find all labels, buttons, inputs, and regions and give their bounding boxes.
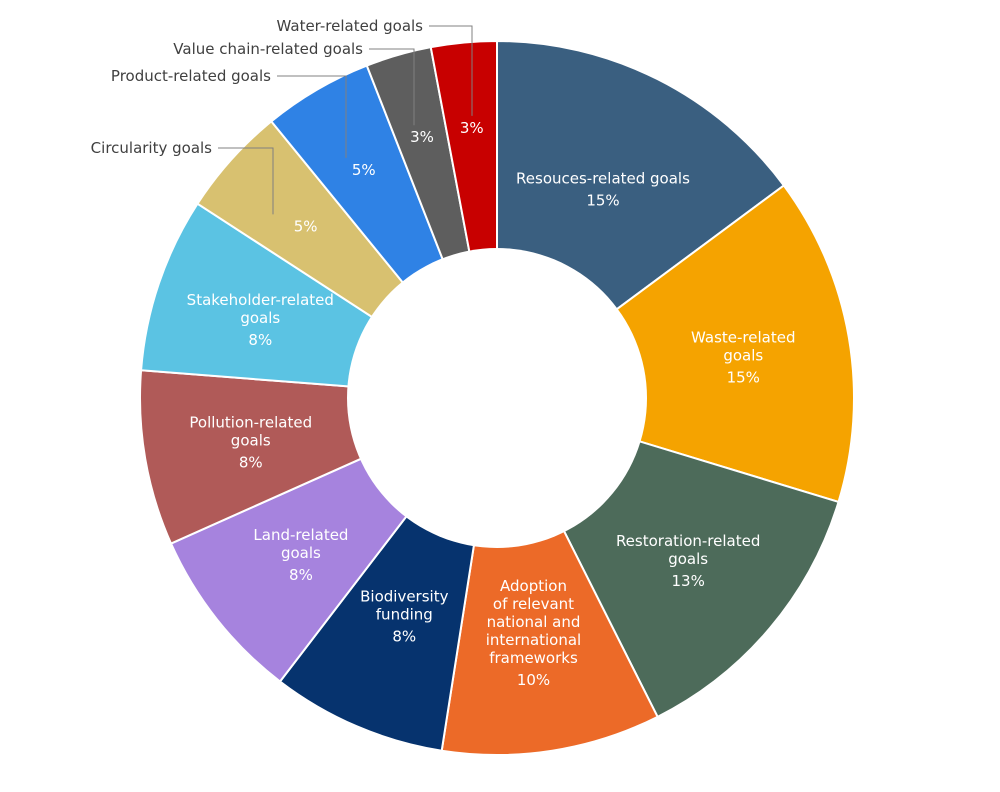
slice-label-resouces-related-goals: Resouces-related goals 15% [516, 170, 690, 210]
slice-label-restoration-related-goals: Restoration-related goals 13% [616, 532, 760, 590]
slice-value: 15% [586, 192, 619, 210]
leader-line-water-related-goals [429, 25, 473, 116]
slice-label-land-related-goals: Land-related goals 8% [253, 526, 348, 584]
leader-line-circularity-goals [218, 147, 274, 215]
slice-value: 8% [239, 454, 263, 472]
slice-value-value-chain-related-goals: 3% [410, 128, 434, 146]
outside-label-product-related-goals: Product-related goals [111, 67, 271, 85]
slice-label-waste-related-goals: Waste-related goals 15% [691, 328, 795, 386]
slice-value: 8% [289, 566, 313, 584]
leader-line-value-chain-related-goals [369, 48, 415, 126]
donut-hole [347, 248, 647, 548]
slice-label-adoption-of-relevant-national-and-international-frameworks: Adoption of relevant national and internati… [486, 577, 581, 689]
slice-label-biodiversity-funding: Biodiversity funding 8% [360, 588, 448, 646]
slice-value-water-related-goals: 3% [460, 119, 484, 137]
slice-value-circularity-goals: 5% [294, 217, 318, 235]
slice-label-pollution-related-goals: Pollution-related goals 8% [189, 414, 312, 472]
slice-label-stakeholder-related-goals: Stakeholder-related goals 8% [187, 291, 334, 349]
leader-line-product-related-goals [277, 75, 347, 158]
slice-value: 8% [248, 331, 272, 349]
outside-label-value-chain-related-goals: Value chain-related goals [173, 40, 363, 58]
slice-value: 15% [727, 368, 760, 386]
slice-value: 13% [671, 572, 704, 590]
slice-value-product-related-goals: 5% [352, 161, 376, 179]
labels-group: Resouces-related goals 15% Waste-related go… [91, 17, 796, 689]
outside-label-water-related-goals: Water-related goals [277, 17, 424, 35]
outside-label-circularity-goals: Circularity goals [91, 139, 213, 157]
leader-lines-group [218, 25, 473, 215]
slice-value: 10% [517, 671, 550, 689]
slice-value: 8% [392, 628, 416, 646]
